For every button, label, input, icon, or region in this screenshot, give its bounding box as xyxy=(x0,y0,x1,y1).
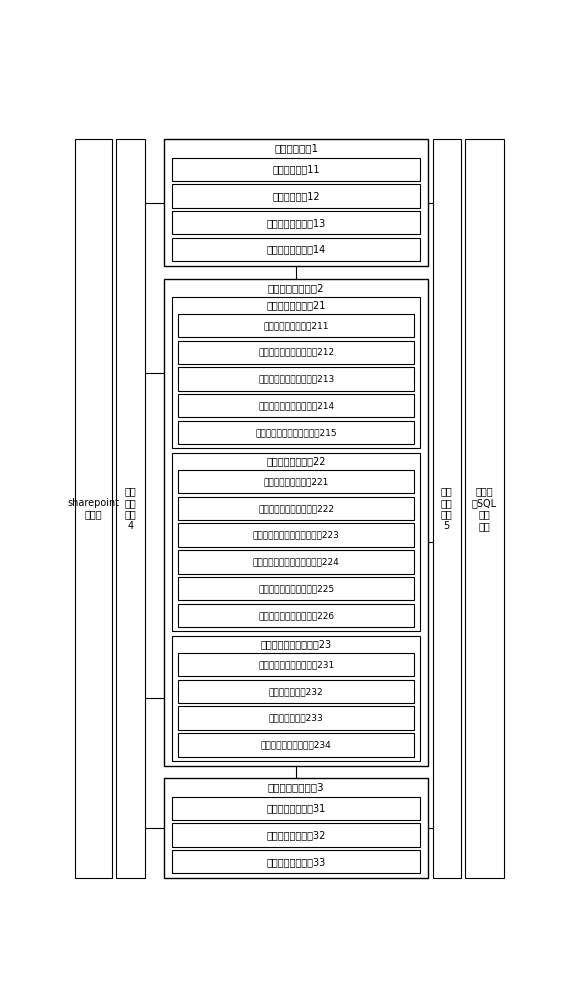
Text: 设备入场检验单元31: 设备入场检验单元31 xyxy=(266,803,326,813)
Text: 油漆检验子单元233: 油漆检验子单元233 xyxy=(269,714,324,723)
Bar xyxy=(178,706,414,730)
Bar xyxy=(465,139,504,878)
Bar xyxy=(178,653,414,676)
Bar xyxy=(178,680,414,703)
Bar xyxy=(172,850,421,873)
Text: 超声波探伤质量控制子单元215: 超声波探伤质量控制子单元215 xyxy=(256,428,337,437)
Bar xyxy=(178,604,414,627)
Text: 管线焊缝外观质量控制子单元223: 管线焊缝外观质量控制子单元223 xyxy=(253,531,339,540)
Text: 设备调试检验单元33: 设备调试检验单元33 xyxy=(266,857,326,867)
Text: 渗透探伤质量控制子单元226: 渗透探伤质量控制子单元226 xyxy=(258,611,334,620)
Text: 管理设置模块1: 管理设置模块1 xyxy=(274,143,318,153)
Bar xyxy=(172,238,421,261)
Text: 统计
分析
模块
5: 统计 分析 模块 5 xyxy=(441,486,453,531)
Text: 基础数据维护单元13: 基础数据维护单元13 xyxy=(266,218,326,228)
Bar xyxy=(178,523,414,547)
Bar xyxy=(178,577,414,600)
Bar xyxy=(164,139,428,266)
Bar xyxy=(172,211,421,234)
Text: 建造质量管理模块2: 建造质量管理模块2 xyxy=(268,283,324,293)
Text: 结构组对质量控制子单元212: 结构组对质量控制子单元212 xyxy=(258,348,334,357)
Bar xyxy=(164,279,428,766)
Text: 结构材料验收子单元211: 结构材料验收子单元211 xyxy=(263,321,329,330)
Bar xyxy=(178,497,414,520)
Text: 管线材料验收子单元221: 管线材料验收子单元221 xyxy=(263,477,329,486)
Text: 焊工资质管理单元14: 焊工资质管理单元14 xyxy=(266,245,326,255)
Bar xyxy=(178,314,414,337)
Text: 舾装防腐质量管控单元23: 舾装防腐质量管控单元23 xyxy=(261,640,332,650)
Bar xyxy=(172,184,421,208)
Text: 碳粉探伤质量控制子单元214: 碳粉探伤质量控制子单元214 xyxy=(258,401,334,410)
Bar xyxy=(164,778,428,878)
Text: 舾装防腐材料验收子单元231: 舾装防腐材料验收子单元231 xyxy=(258,660,334,669)
Text: 喷砂检验子单元232: 喷砂检验子单元232 xyxy=(269,687,324,696)
Bar xyxy=(172,158,421,181)
Bar xyxy=(172,453,421,631)
Text: 管线组对质量控制子单元222: 管线组对质量控制子单元222 xyxy=(258,504,334,513)
Bar xyxy=(172,297,421,448)
Bar xyxy=(178,341,414,364)
Bar xyxy=(178,394,414,417)
Text: sharepoint
数据库: sharepoint 数据库 xyxy=(67,498,119,520)
Text: 管线质量管控单元22: 管线质量管控单元22 xyxy=(266,457,326,467)
Text: 碳粉探伤管线质量控制子单元224: 碳粉探伤管线质量控制子单元224 xyxy=(253,557,339,566)
Text: 焊缝外观质量控制子单元213: 焊缝外观质量控制子单元213 xyxy=(258,374,334,383)
Bar xyxy=(178,421,414,444)
Text: 调试质量管理模块3: 调试质量管理模块3 xyxy=(268,782,324,792)
Bar xyxy=(116,139,145,878)
Bar xyxy=(178,367,414,391)
Bar xyxy=(172,797,421,820)
Text: 涂装附着力测试子单元234: 涂装附着力测试子单元234 xyxy=(261,740,332,749)
Bar xyxy=(178,733,414,757)
Bar xyxy=(178,550,414,574)
Text: 文件
管理
模块
4: 文件 管理 模块 4 xyxy=(124,486,136,531)
Bar xyxy=(432,139,461,878)
Text: 结构质量管控单元21: 结构质量管控单元21 xyxy=(266,300,326,310)
Text: 密码管理单元11: 密码管理单元11 xyxy=(272,164,320,174)
Text: 服务器
（SQL
数据
库）: 服务器 （SQL 数据 库） xyxy=(472,486,497,531)
Bar xyxy=(178,470,414,493)
Text: 用户管理单元12: 用户管理单元12 xyxy=(272,191,320,201)
Bar xyxy=(172,636,421,761)
Text: 射线探伤质量控制子单元225: 射线探伤质量控制子单元225 xyxy=(258,584,334,593)
Bar xyxy=(172,823,421,847)
Bar xyxy=(75,139,112,878)
Text: 设备安装检验单元32: 设备安装检验单元32 xyxy=(266,830,326,840)
